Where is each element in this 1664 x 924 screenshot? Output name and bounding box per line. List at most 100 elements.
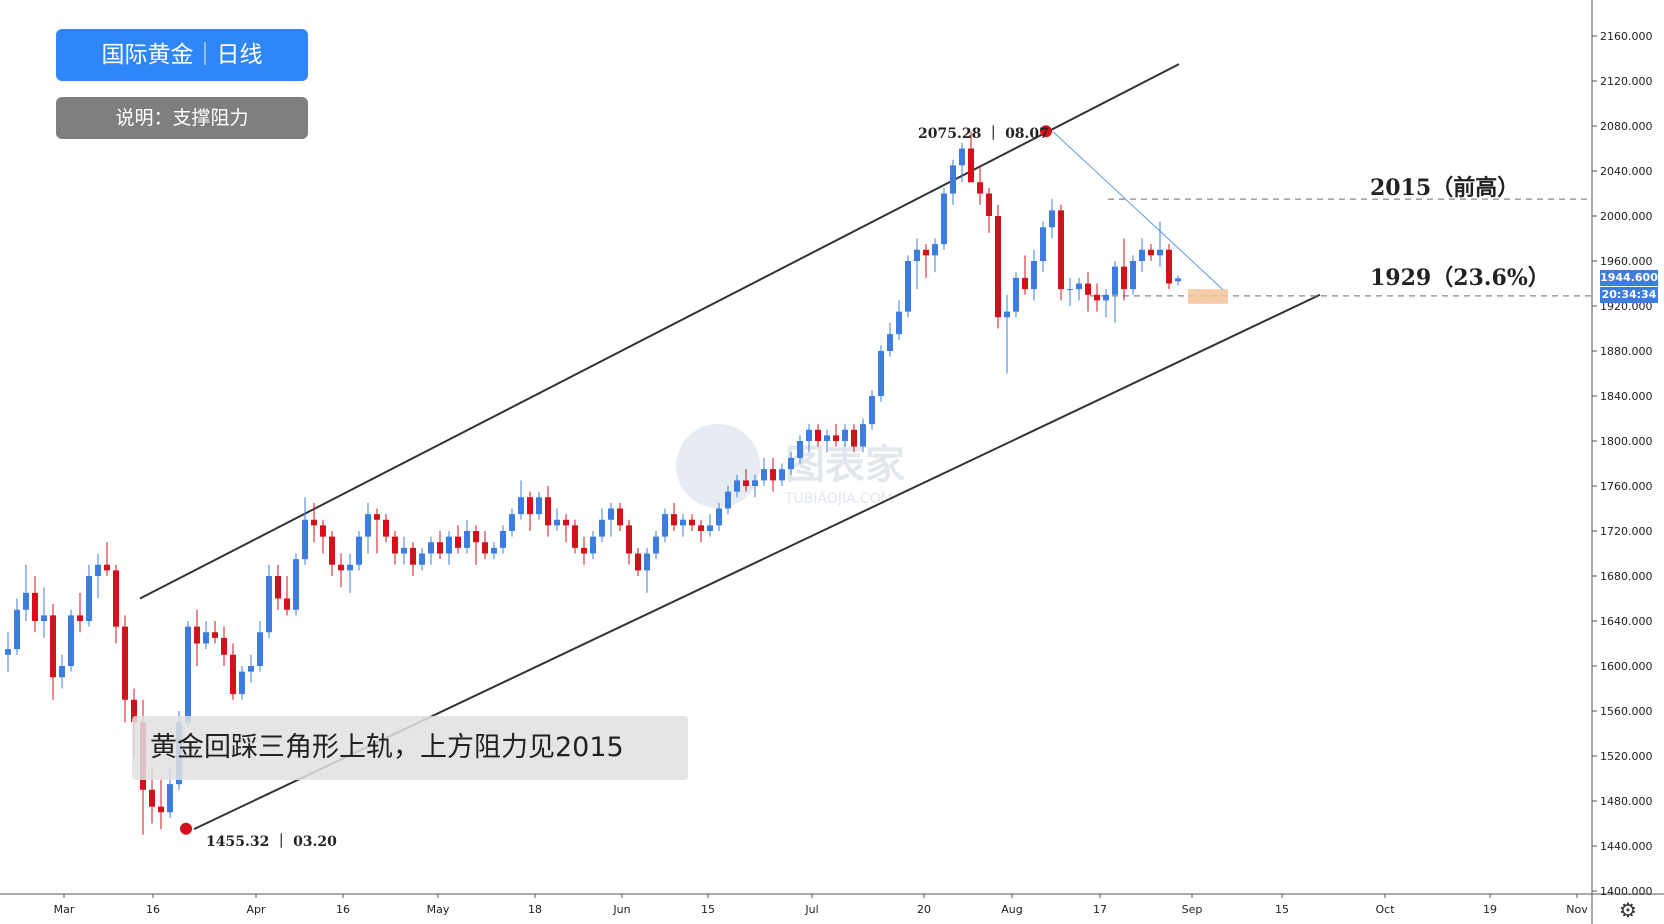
candle-body bbox=[149, 789, 155, 807]
candle-body bbox=[923, 249, 929, 256]
x-tick-label: 16 bbox=[336, 903, 350, 916]
y-tick-label: 1800.000 bbox=[1600, 435, 1653, 448]
symbol-title-badge: 国际黄金｜日线 bbox=[56, 29, 308, 81]
candle-body bbox=[23, 592, 29, 610]
candle-body bbox=[347, 564, 353, 571]
candle-body bbox=[239, 671, 245, 695]
candle-body bbox=[185, 626, 191, 723]
candle-body bbox=[1112, 266, 1118, 295]
candle-body bbox=[158, 806, 164, 813]
candle-body bbox=[968, 148, 974, 183]
candle-body bbox=[419, 553, 425, 565]
candle-body bbox=[761, 469, 767, 481]
candle-body bbox=[860, 424, 866, 447]
candle-body bbox=[1148, 249, 1154, 256]
candle-body bbox=[1121, 266, 1127, 290]
candle-body bbox=[194, 626, 200, 644]
countdown-tag: 20:34:34 bbox=[1600, 287, 1658, 304]
candle-body bbox=[635, 553, 641, 571]
y-tick-label: 1560.000 bbox=[1600, 705, 1653, 718]
candle-body bbox=[707, 525, 713, 531]
candle-body bbox=[842, 429, 848, 441]
candle-body bbox=[446, 536, 452, 554]
x-tick-label: Mar bbox=[54, 903, 75, 916]
candle-body bbox=[590, 536, 596, 554]
candle-body bbox=[1004, 311, 1010, 318]
candle-body bbox=[1067, 289, 1073, 291]
y-tick-label: 1960.000 bbox=[1600, 255, 1653, 268]
candle-body bbox=[581, 547, 587, 554]
candle-body bbox=[833, 435, 839, 441]
candle-body bbox=[1085, 283, 1091, 295]
candle-body bbox=[941, 193, 947, 245]
y-tick-label: 1880.000 bbox=[1600, 345, 1653, 358]
y-tick-label: 1440.000 bbox=[1600, 840, 1653, 853]
candle-body bbox=[212, 632, 218, 638]
y-tick-label: 1720.000 bbox=[1600, 525, 1653, 538]
high-marker bbox=[1040, 125, 1052, 138]
y-tick-label: 1840.000 bbox=[1600, 390, 1653, 403]
candle-body bbox=[716, 508, 722, 526]
candle-body bbox=[1031, 261, 1037, 290]
candle-body bbox=[662, 514, 668, 537]
y-tick-label: 1680.000 bbox=[1600, 570, 1653, 583]
candle-body bbox=[1040, 227, 1046, 261]
candle-body bbox=[500, 531, 506, 548]
candle-body bbox=[950, 165, 956, 194]
candle-body bbox=[86, 576, 92, 621]
triangle-resistance-line bbox=[1052, 131, 1227, 293]
support-zone bbox=[1188, 289, 1228, 304]
candle-body bbox=[644, 553, 650, 571]
candle-body bbox=[401, 547, 407, 554]
y-tick-label: 1640.000 bbox=[1600, 615, 1653, 628]
candle-body bbox=[311, 519, 317, 526]
candle-body bbox=[878, 351, 884, 396]
candle-body bbox=[815, 429, 821, 441]
candle-body bbox=[743, 480, 749, 486]
candle-body bbox=[104, 564, 110, 571]
candle-body bbox=[977, 182, 983, 194]
y-tick-label: 2000.000 bbox=[1600, 210, 1653, 223]
candle-body bbox=[806, 429, 812, 441]
y-tick-label: 2160.000 bbox=[1600, 30, 1653, 43]
candle-body bbox=[1094, 294, 1100, 301]
candle-body bbox=[95, 564, 101, 576]
candle-body bbox=[293, 559, 299, 610]
candle-body bbox=[626, 525, 632, 554]
gear-icon[interactable]: ⚙ bbox=[1619, 898, 1637, 922]
candle-body bbox=[788, 457, 794, 470]
x-tick-label: 19 bbox=[1483, 903, 1497, 916]
candle-body bbox=[365, 514, 371, 537]
candle-body bbox=[599, 519, 605, 537]
candle-body bbox=[338, 564, 344, 571]
candle-body bbox=[914, 249, 920, 261]
candle-body bbox=[437, 542, 443, 554]
candle-body bbox=[473, 531, 479, 543]
candle-body bbox=[428, 542, 434, 554]
candle-body bbox=[248, 666, 254, 672]
level-1929-label: 1929（23.6%） bbox=[1370, 265, 1550, 291]
candle-body bbox=[131, 699, 137, 723]
candle-body bbox=[1166, 249, 1172, 284]
candle-body bbox=[356, 536, 362, 565]
candle-body bbox=[734, 480, 740, 492]
x-tick-label: 15 bbox=[1275, 903, 1289, 916]
candle-body bbox=[302, 519, 308, 560]
candle-body bbox=[1058, 210, 1064, 290]
low-point-label: 1455.32 ｜ 03.20 bbox=[206, 834, 337, 850]
candle-body bbox=[275, 576, 281, 599]
candle-body bbox=[932, 244, 938, 256]
candle-body bbox=[41, 615, 47, 621]
x-tick-label: May bbox=[427, 903, 450, 916]
candle-body bbox=[896, 311, 902, 335]
y-tick-label: 1400.000 bbox=[1600, 885, 1653, 898]
y-tick-label: 2080.000 bbox=[1600, 120, 1653, 133]
channel-upper-line bbox=[139, 63, 1180, 600]
candle-body bbox=[230, 654, 236, 695]
candle-body bbox=[1157, 249, 1163, 256]
y-tick-label: 1600.000 bbox=[1600, 660, 1653, 673]
candle-body bbox=[392, 536, 398, 554]
candle-body bbox=[1175, 278, 1181, 282]
candle-body bbox=[851, 429, 857, 447]
candle-body bbox=[617, 508, 623, 526]
